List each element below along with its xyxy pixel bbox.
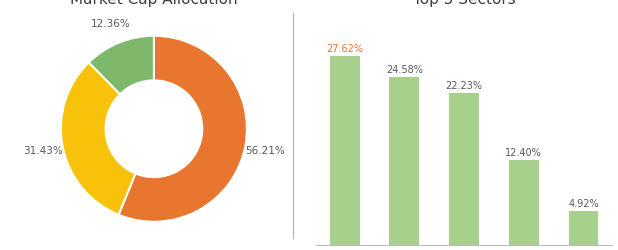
Bar: [330, 56, 360, 245]
Bar: [389, 77, 420, 245]
Wedge shape: [89, 36, 154, 94]
Wedge shape: [119, 36, 247, 222]
Wedge shape: [61, 62, 135, 215]
Text: 24.58%: 24.58%: [386, 65, 423, 75]
Title: Top 5 Sectors: Top 5 Sectors: [413, 0, 515, 7]
Title: Market Cap Allocation: Market Cap Allocation: [70, 0, 238, 7]
Text: 27.62%: 27.62%: [326, 44, 363, 54]
Text: 31.43%: 31.43%: [23, 146, 62, 156]
Text: 22.23%: 22.23%: [446, 81, 483, 91]
Bar: [509, 160, 539, 245]
Bar: [449, 93, 479, 245]
Text: 12.36%: 12.36%: [91, 19, 131, 29]
Text: 4.92%: 4.92%: [568, 199, 599, 209]
Text: 12.40%: 12.40%: [506, 148, 542, 158]
Text: 56.21%: 56.21%: [245, 146, 285, 156]
Bar: [569, 211, 598, 245]
